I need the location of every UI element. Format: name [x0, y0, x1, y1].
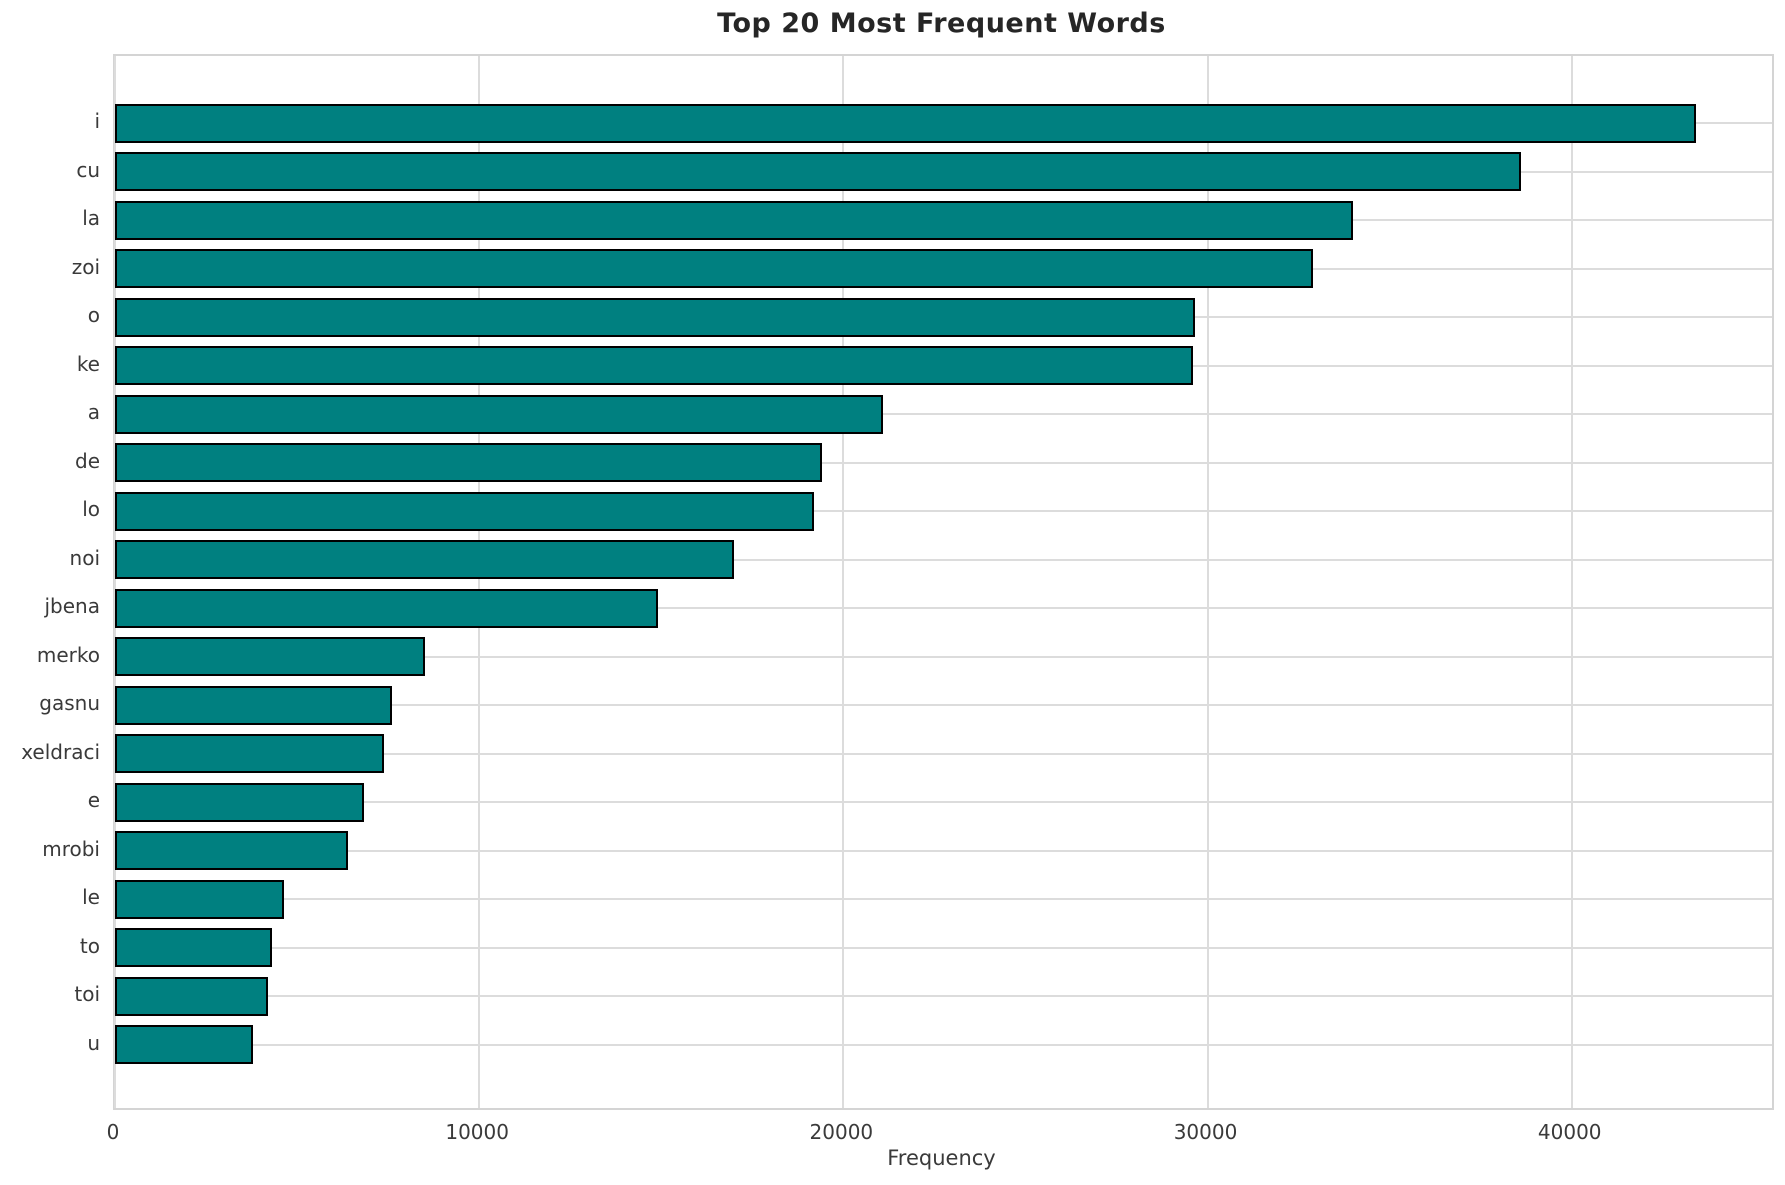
bar-lo — [115, 491, 815, 531]
x-gridline — [842, 56, 845, 1108]
y-tick-label: e — [87, 788, 100, 812]
bar-to — [115, 928, 272, 967]
bar-de — [115, 443, 822, 482]
y-gridline — [115, 898, 1772, 900]
y-gridline — [115, 655, 1772, 658]
bar-noi — [115, 540, 735, 579]
bar-ke — [115, 346, 1193, 385]
y-tick-label: ke — [76, 351, 100, 376]
y-gridline — [115, 607, 1772, 609]
y-tick-label: u — [87, 1030, 100, 1055]
x-tick-label: 10000 — [445, 1120, 509, 1144]
bar-la — [115, 200, 1354, 240]
y-gridline — [115, 558, 1772, 561]
y-tick-label: de — [75, 448, 100, 473]
y-tick-label: noi — [69, 545, 100, 570]
y-gridline — [115, 413, 1772, 415]
bar-o — [115, 297, 1195, 337]
bar-cu — [115, 152, 1521, 191]
y-gridline — [115, 752, 1772, 755]
y-tick-label: xeldraci — [21, 739, 100, 764]
bar-zoi — [115, 249, 1314, 288]
y-tick-label: i — [94, 109, 100, 133]
y-tick-label: to — [79, 933, 100, 958]
y-gridline — [115, 995, 1772, 997]
bar-mrobi — [115, 831, 349, 870]
y-gridline — [115, 946, 1772, 949]
y-gridline — [115, 461, 1772, 464]
bar-u — [115, 1025, 254, 1064]
y-gridline — [115, 801, 1772, 803]
x-gridline — [478, 56, 481, 1108]
y-gridline — [115, 704, 1772, 706]
bar-e — [115, 782, 365, 822]
y-tick-label: mrobi — [42, 836, 100, 861]
bar-a — [115, 394, 884, 434]
bar-toi — [115, 976, 268, 1016]
y-gridline — [115, 1043, 1772, 1046]
y-tick-label: merko — [36, 642, 100, 667]
y-tick-label: jbena — [44, 594, 101, 618]
bar-jbena — [115, 588, 658, 628]
plot-area — [113, 54, 1774, 1110]
y-tick-label: cu — [76, 157, 100, 182]
x-tick-label: 40000 — [1537, 1120, 1602, 1144]
x-tick-label: 20000 — [809, 1120, 874, 1144]
x-axis-title: Frequency — [887, 1146, 996, 1170]
y-gridline — [115, 849, 1772, 852]
y-tick-label: toi — [74, 982, 100, 1006]
bar-merko — [115, 637, 425, 676]
y-tick-label: a — [87, 400, 100, 424]
bar-le — [115, 879, 285, 919]
y-gridline — [115, 510, 1772, 512]
x-gridline — [1570, 56, 1573, 1108]
y-tick-label: la — [82, 206, 100, 230]
x-gridline — [114, 56, 116, 1108]
bar-xeldraci — [115, 734, 385, 773]
chart-title: Top 20 Most Frequent Words — [717, 8, 1166, 39]
y-tick-label: le — [82, 885, 100, 909]
bar-i — [115, 103, 1696, 143]
y-tick-label: zoi — [71, 254, 100, 279]
x-tick-label: 30000 — [1173, 1120, 1238, 1144]
y-tick-label: lo — [82, 497, 100, 521]
bar-gasnu — [115, 685, 392, 725]
x-tick-label: 0 — [106, 1120, 120, 1144]
y-tick-label: gasnu — [39, 691, 100, 715]
x-gridline — [1206, 56, 1209, 1108]
y-tick-label: o — [87, 303, 100, 327]
